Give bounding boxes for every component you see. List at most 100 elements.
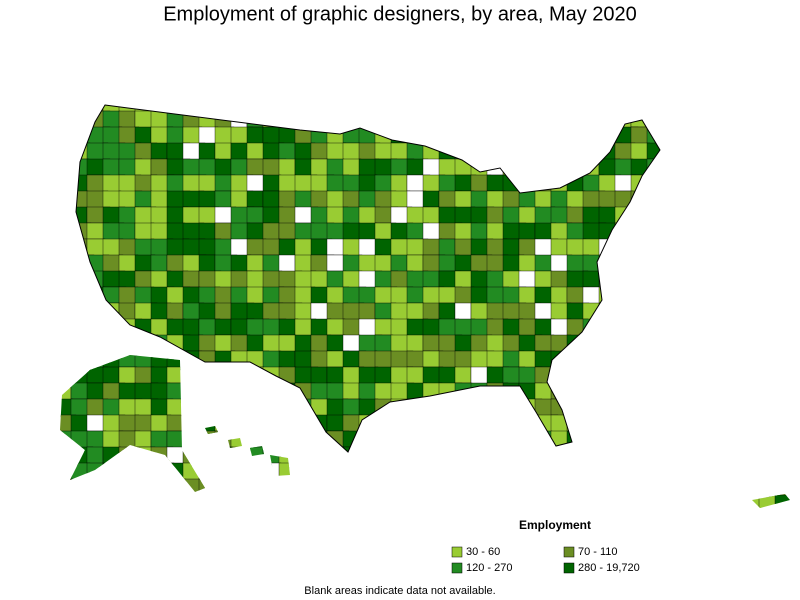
- region: [710, 105, 735, 115]
- region: [60, 110, 78, 131]
- region: [374, 494, 399, 508]
- region: [582, 350, 605, 372]
- region: [742, 366, 766, 389]
- region: [630, 446, 653, 465]
- region: [230, 350, 249, 369]
- region: [630, 270, 648, 293]
- region: [60, 286, 73, 306]
- region: [694, 206, 719, 225]
- region: [758, 158, 776, 180]
- region: [454, 110, 476, 131]
- region: [582, 430, 601, 451]
- region: [374, 478, 399, 497]
- region: [726, 414, 749, 432]
- region: [310, 158, 329, 178]
- region: [582, 334, 605, 353]
- region: [630, 318, 653, 340]
- region: [742, 174, 766, 195]
- region: [470, 430, 490, 452]
- region: [662, 382, 682, 401]
- region: [150, 206, 170, 225]
- region: [438, 398, 456, 420]
- region: [374, 105, 392, 113]
- region: [262, 414, 285, 435]
- region: [454, 126, 476, 144]
- region: [791, 367, 800, 383]
- region: [614, 270, 636, 288]
- region: [118, 350, 138, 368]
- region: [342, 206, 362, 226]
- region: [566, 350, 590, 372]
- region: [774, 302, 790, 323]
- region: [342, 398, 362, 416]
- region: [582, 105, 604, 112]
- region: [502, 105, 520, 112]
- region: [678, 494, 697, 508]
- region: [742, 286, 762, 307]
- region: [598, 254, 618, 274]
- region: [758, 350, 779, 373]
- region: [791, 191, 800, 209]
- region: [742, 478, 762, 499]
- region: [342, 478, 363, 499]
- region: [791, 255, 800, 272]
- region: [534, 430, 553, 450]
- region: [198, 462, 222, 482]
- region: [230, 446, 249, 465]
- region: [374, 462, 398, 484]
- region: [678, 334, 698, 354]
- region: [662, 302, 686, 322]
- region: [182, 494, 202, 508]
- region: [294, 462, 319, 481]
- region: [758, 238, 776, 257]
- region: [406, 478, 426, 497]
- region: [70, 174, 89, 193]
- region: [310, 110, 329, 131]
- region: [470, 222, 488, 242]
- region: [550, 478, 575, 499]
- region: [454, 478, 478, 496]
- region: [678, 302, 696, 324]
- region: [726, 382, 748, 401]
- region: [438, 446, 461, 465]
- region: [742, 126, 760, 148]
- region: [774, 190, 790, 210]
- region: [278, 430, 302, 452]
- region: [342, 430, 367, 448]
- region: [150, 105, 175, 113]
- region: [598, 430, 620, 448]
- region: [150, 142, 168, 160]
- region: [791, 415, 800, 431]
- region: [150, 190, 169, 209]
- region: [502, 158, 527, 178]
- region: [662, 334, 681, 354]
- region: [390, 462, 409, 481]
- region: [662, 366, 683, 387]
- region: [710, 270, 732, 290]
- region: [438, 478, 457, 501]
- region: [422, 398, 441, 419]
- region: [518, 158, 540, 181]
- region: [60, 318, 79, 341]
- region: [726, 286, 744, 307]
- region: [646, 270, 670, 290]
- region: [662, 238, 681, 260]
- region: [198, 105, 217, 116]
- region: [710, 302, 734, 323]
- region: [694, 286, 715, 305]
- region: [662, 158, 684, 181]
- region: [662, 414, 683, 433]
- legend-title: Employment: [519, 518, 591, 532]
- region: [262, 494, 280, 508]
- region: [486, 105, 510, 113]
- region: [742, 318, 765, 338]
- region: [662, 462, 686, 484]
- region: [60, 105, 72, 113]
- region: [134, 126, 152, 146]
- region: [742, 190, 764, 209]
- region: [598, 350, 619, 368]
- region: [60, 350, 72, 369]
- region: [646, 430, 665, 453]
- region: [262, 110, 283, 128]
- region: [566, 382, 589, 402]
